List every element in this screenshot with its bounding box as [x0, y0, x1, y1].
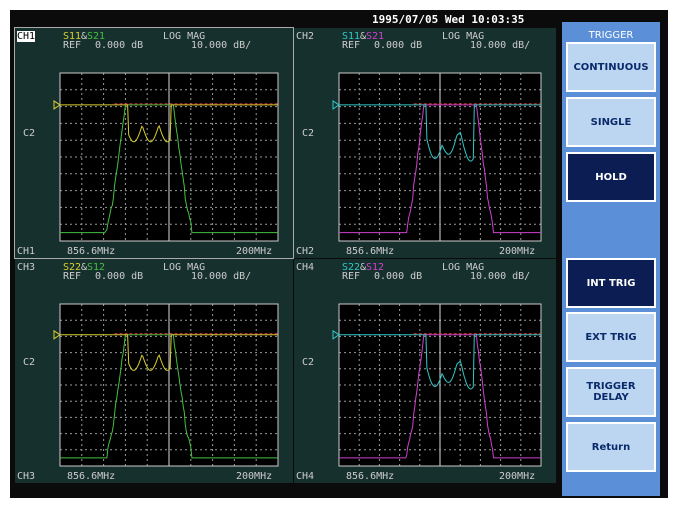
start-frequency: 856.6MHz: [67, 471, 116, 482]
softkey-button[interactable]: EXT TRIG: [566, 312, 656, 362]
ref-value: 0.000 dB: [95, 271, 144, 282]
transmission-trace: [60, 334, 278, 459]
marker-label: C2: [23, 128, 36, 140]
softkey-button[interactable]: Return: [566, 422, 656, 472]
plot-frame: [338, 303, 542, 467]
span: 200MHz: [236, 246, 273, 257]
param-a: S11: [342, 31, 361, 42]
ref-label: REF: [342, 40, 361, 51]
format: LOG MAG: [163, 262, 206, 273]
menu-title: TRIGGER: [588, 30, 634, 41]
transmission-trace: [339, 334, 541, 459]
footer-channel-id: CH4: [296, 471, 315, 482]
format: LOG MAG: [163, 31, 206, 42]
scale: 10.000 dB/: [191, 40, 252, 51]
param-amp: &: [360, 262, 367, 273]
scale: 10.000 dB/: [191, 271, 252, 282]
ref-value: 0.000 dB: [95, 40, 144, 51]
ref-label: REF: [342, 271, 361, 282]
start-frequency: 856.6MHz: [346, 246, 395, 257]
plot-frame: [59, 303, 279, 467]
marker-label: C2: [302, 357, 315, 369]
channel-id: CH1: [17, 31, 36, 42]
plot-frame: [338, 72, 542, 242]
ref-label: REF: [63, 271, 82, 282]
scale: 10.000 dB/: [470, 271, 531, 282]
softkey-button[interactable]: TRIGGER DELAY: [566, 367, 656, 417]
scale: 10.000 dB/: [470, 40, 531, 51]
param-b: S21: [366, 31, 385, 42]
param-amp: &: [81, 262, 88, 273]
ref-label: REF: [63, 40, 82, 51]
footer-channel-id: CH1: [17, 246, 36, 257]
param-b: S12: [87, 262, 106, 273]
reflection-trace: [60, 334, 278, 371]
footer-channel-id: CH2: [296, 246, 315, 257]
span: 200MHz: [499, 246, 536, 257]
span: 200MHz: [499, 471, 536, 482]
reference-marker: [53, 99, 61, 110]
marker-label: C2: [302, 128, 315, 140]
start-frequency: 856.6MHz: [67, 246, 116, 257]
param-amp: &: [360, 31, 367, 42]
softkey-button[interactable]: CONTINUOUS: [566, 42, 656, 92]
reference-marker: [332, 99, 340, 110]
ref-value: 0.000 dB: [374, 271, 423, 282]
transmission-trace: [60, 104, 278, 234]
param-a: S22: [342, 262, 361, 273]
reflection-trace: [60, 104, 278, 143]
plot-frame: [59, 72, 279, 242]
channel-id: CH3: [17, 262, 36, 273]
datetime: 1995/07/05 Wed 10:03:35: [372, 13, 525, 26]
reference-marker: [332, 329, 340, 340]
format: LOG MAG: [442, 31, 485, 42]
format: LOG MAG: [442, 262, 485, 273]
transmission-trace: [339, 104, 541, 234]
channel-id: CH4: [296, 262, 315, 273]
channel-id: CH2: [296, 31, 315, 42]
param-a: S11: [63, 31, 82, 42]
reflection-trace: [339, 334, 541, 390]
param-amp: &: [81, 31, 88, 42]
span: 200MHz: [236, 471, 273, 482]
reflection-trace: [339, 104, 541, 162]
marker-label: C2: [23, 357, 36, 369]
param-b: S12: [366, 262, 385, 273]
softkey-button[interactable]: INT TRIG: [566, 258, 656, 308]
start-frequency: 856.6MHz: [346, 471, 395, 482]
ref-value: 0.000 dB: [374, 40, 423, 51]
reference-marker: [53, 329, 61, 340]
param-a: S22: [63, 262, 82, 273]
footer-channel-id: CH3: [17, 471, 36, 482]
softkey-button[interactable]: SINGLE: [566, 97, 656, 147]
param-b: S21: [87, 31, 106, 42]
softkey-button[interactable]: HOLD: [566, 152, 656, 202]
